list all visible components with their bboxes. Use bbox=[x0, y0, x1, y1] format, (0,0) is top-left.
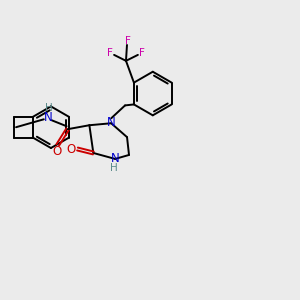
Text: F: F bbox=[125, 36, 131, 46]
Text: F: F bbox=[139, 48, 145, 58]
Text: H: H bbox=[45, 103, 52, 113]
Text: N: N bbox=[107, 116, 116, 129]
Text: N: N bbox=[111, 152, 119, 165]
Text: O: O bbox=[52, 146, 61, 158]
Text: F: F bbox=[107, 48, 113, 58]
Text: H: H bbox=[110, 163, 118, 173]
Text: N: N bbox=[44, 111, 52, 124]
Text: O: O bbox=[66, 142, 75, 155]
